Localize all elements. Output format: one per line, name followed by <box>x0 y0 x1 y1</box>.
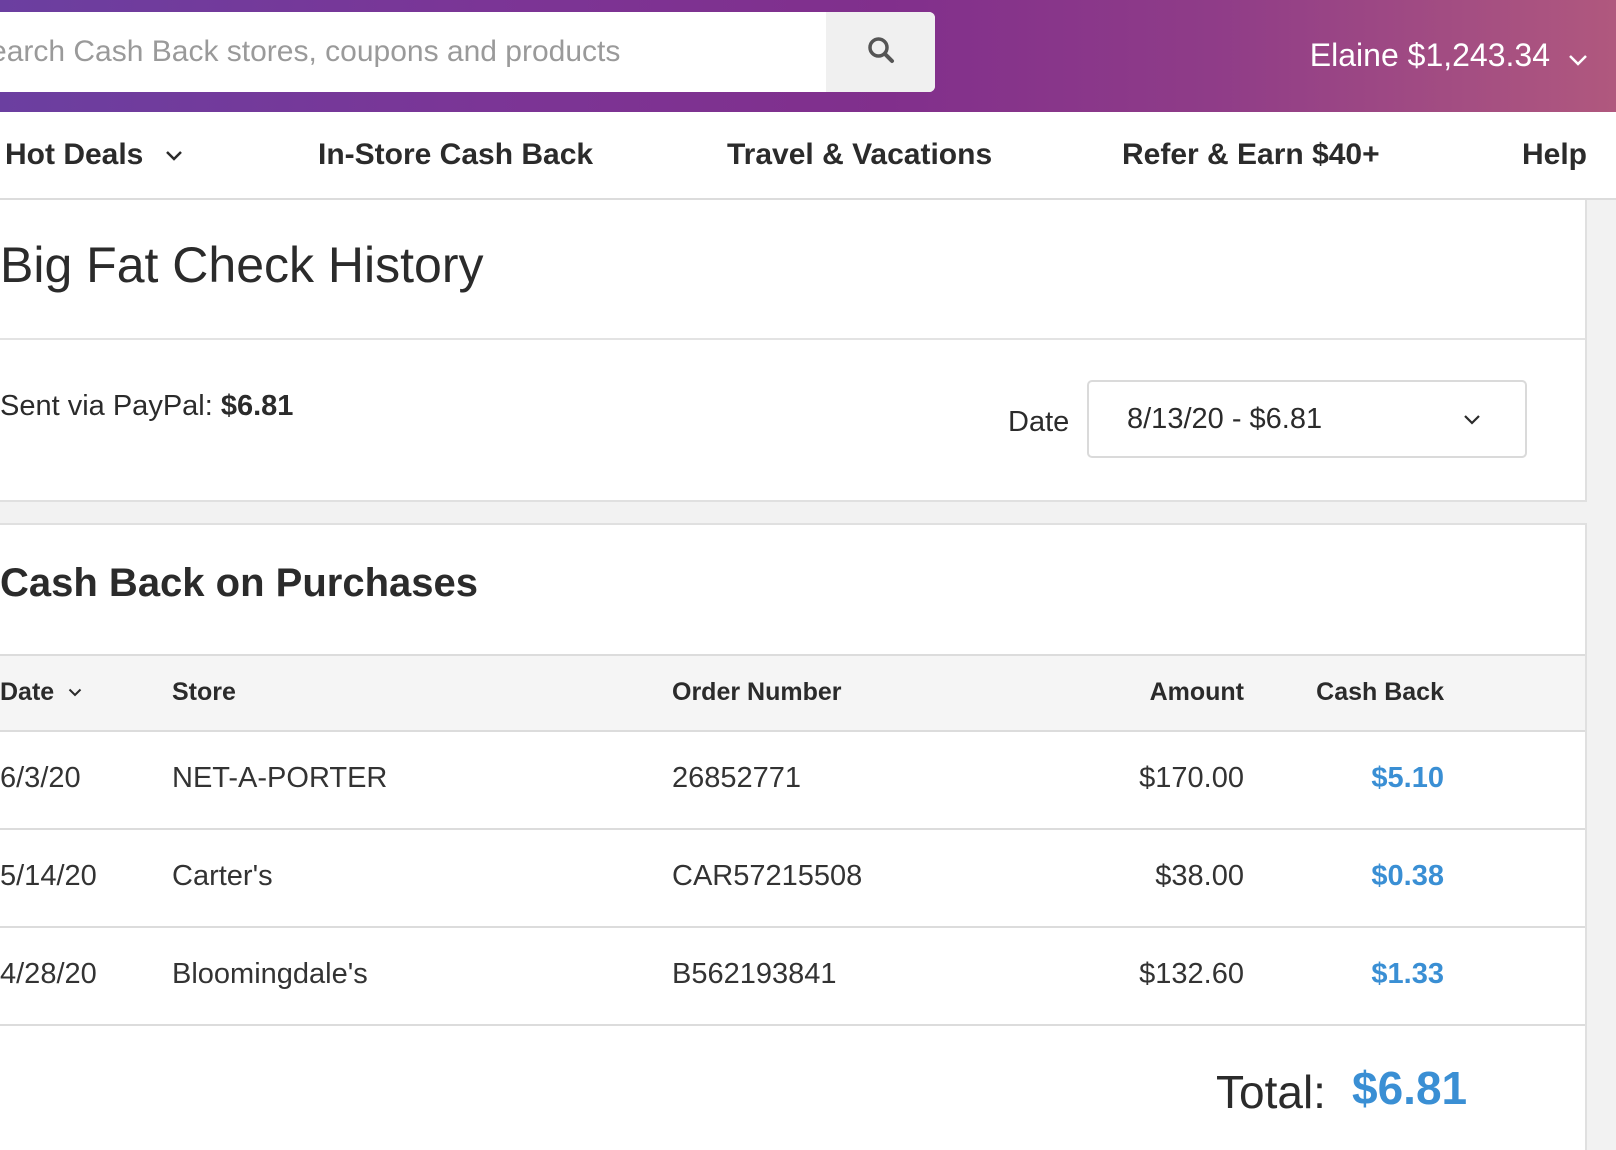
cell-date: 4/28/20 <box>0 958 97 990</box>
check-history-panel: Big Fat Check History Sent via PayPal: $… <box>0 200 1587 502</box>
cell-order: CAR57215508 <box>672 860 863 892</box>
column-date-sort[interactable]: Date <box>0 678 82 707</box>
table-row: 4/28/20 Bloomingdale's B562193841 $132.6… <box>0 928 1585 1026</box>
cell-amount: $132.60 <box>1139 958 1244 990</box>
chevron-down-icon <box>1568 37 1588 74</box>
column-header: Date <box>0 678 55 706</box>
search-button[interactable] <box>826 12 935 92</box>
page-title: Big Fat Check History <box>0 237 484 293</box>
total-label: Total: <box>1216 1066 1326 1118</box>
date-select-value: 8/13/20 - $6.81 <box>1127 403 1323 435</box>
nav-item-hot-deals[interactable]: Hot Deals <box>5 112 183 198</box>
cell-store: Bloomingdale's <box>172 958 368 990</box>
cell-date: 6/3/20 <box>0 762 81 794</box>
sent-summary: Sent via PayPal: $6.81 <box>0 390 293 423</box>
search-input[interactable] <box>0 12 826 92</box>
date-select[interactable]: 8/13/20 - $6.81 <box>1087 380 1527 458</box>
nav-item-label: Help <box>1522 138 1588 171</box>
cell-cash-back: $1.33 <box>1371 958 1444 990</box>
chevron-down-icon <box>165 150 183 161</box>
nav-item-label: Travel & Vacations <box>727 138 993 171</box>
column-header: Cash Back <box>1316 678 1444 706</box>
cell-store: Carter's <box>172 860 273 892</box>
column-header: Order Number <box>672 678 842 706</box>
nav-item-help[interactable]: Help <box>1522 112 1587 198</box>
cell-amount: $170.00 <box>1139 762 1244 794</box>
sent-label: Sent via PayPal: <box>0 390 213 422</box>
column-header: Amount <box>1149 678 1244 706</box>
search-bar <box>0 12 935 92</box>
nav-item-travel[interactable]: Travel & Vacations <box>727 112 992 198</box>
top-header: Elaine $1,243.34 <box>0 0 1616 112</box>
nav-item-label: Hot Deals <box>5 138 144 171</box>
nav-item-label: In-Store Cash Back <box>318 138 594 171</box>
cell-order: B562193841 <box>672 958 837 990</box>
cell-order: 26852771 <box>672 762 802 794</box>
cell-date: 5/14/20 <box>0 860 97 892</box>
chevron-down-icon <box>68 688 82 697</box>
divider <box>0 338 1585 340</box>
nav-item-in-store[interactable]: In-Store Cash Back <box>318 112 593 198</box>
date-label: Date <box>1008 406 1070 438</box>
search-icon <box>866 35 896 70</box>
nav-item-label: Refer & Earn $40+ <box>1122 138 1380 171</box>
table-header: Date Store Order Number Amount Cash Back <box>0 654 1585 732</box>
total-value: $6.81 <box>1352 1062 1468 1114</box>
chevron-down-icon <box>1463 412 1481 430</box>
column-header: Store <box>172 678 236 706</box>
account-label: Elaine $1,243.34 <box>1309 36 1550 73</box>
purchases-panel: Cash Back on Purchases Date Store Order … <box>0 523 1587 1150</box>
table-row: 5/14/20 Carter's CAR57215508 $38.00 $0.3… <box>0 830 1585 928</box>
table-row: 6/3/20 NET-A-PORTER 26852771 $170.00 $5.… <box>0 732 1585 830</box>
account-menu[interactable]: Elaine $1,243.34 <box>1310 30 1588 80</box>
nav-item-refer[interactable]: Refer & Earn $40+ <box>1122 112 1380 198</box>
main-nav: Hot Deals In-Store Cash Back Travel & Va… <box>0 112 1616 200</box>
section-title: Cash Back on Purchases <box>0 561 478 605</box>
cell-store: NET-A-PORTER <box>172 762 388 794</box>
cell-cash-back: $5.10 <box>1371 762 1444 794</box>
cell-cash-back: $0.38 <box>1371 860 1444 892</box>
cell-amount: $38.00 <box>1155 860 1244 892</box>
sent-amount: $6.81 <box>220 390 294 422</box>
